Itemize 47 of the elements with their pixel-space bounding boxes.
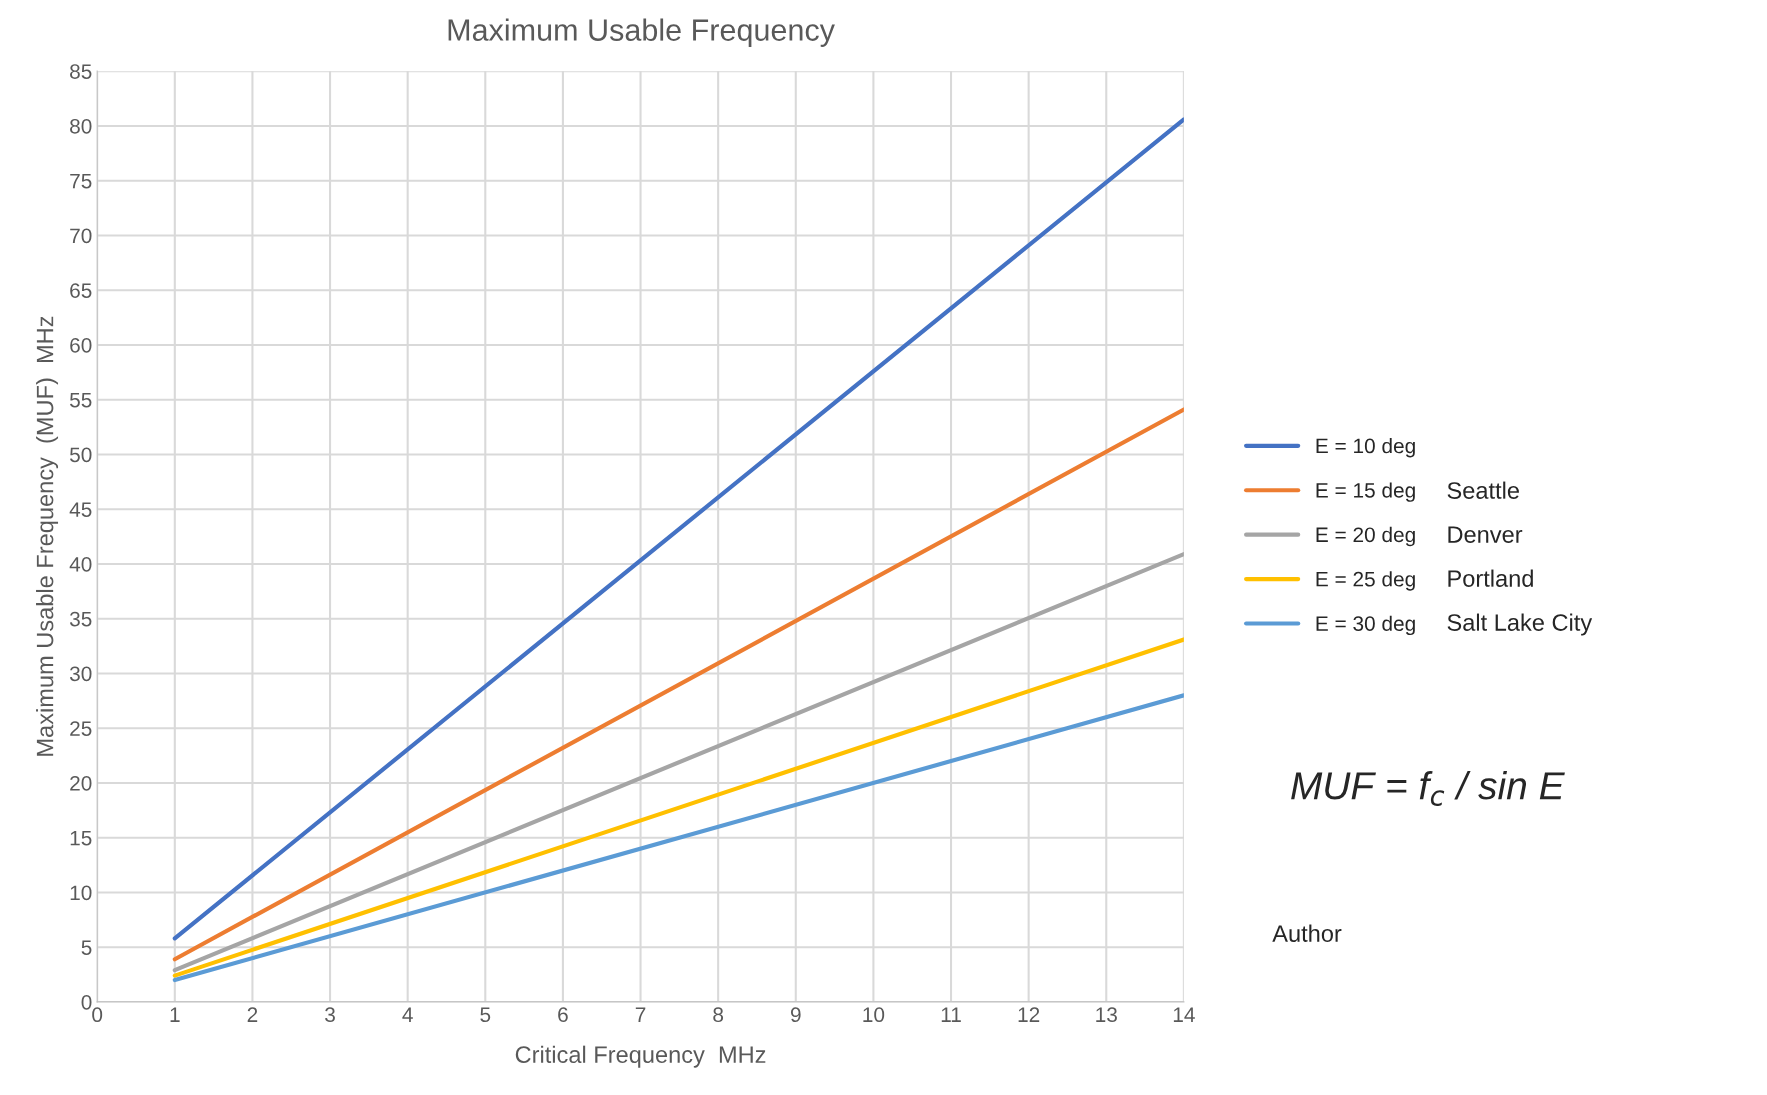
x-tick-label: 1 <box>170 1007 180 1022</box>
x-tick-label: 3 <box>325 1007 335 1023</box>
x-tick-label: 0 <box>92 1007 103 1023</box>
y-tick-label: 50 <box>69 447 92 463</box>
text: Portland <box>1448 569 1533 587</box>
x-tick-label: 5 <box>480 1007 491 1023</box>
legend-label: E = 15 deg <box>1316 482 1415 502</box>
x-tick-label: 10 <box>863 1007 885 1023</box>
y-tick-label: 65 <box>70 283 92 298</box>
chart-title: Maximum Usable Frequency <box>448 18 835 47</box>
y-tick-label: 20 <box>70 775 92 791</box>
x-tick-label: 4 <box>402 1007 413 1022</box>
y-tick-label: 75 <box>70 173 92 189</box>
x-tick-label: 9 <box>790 1007 801 1023</box>
x-tick-label: 12 <box>1018 1007 1040 1022</box>
y-tick-label: 30 <box>69 666 92 682</box>
text: MUF = f$_{c}$ / sin E <box>1291 770 1565 806</box>
y-tick-label: 45 <box>69 502 92 517</box>
y-tick-label: 35 <box>69 611 92 627</box>
y-tick-label: 15 <box>70 830 92 846</box>
y-tick-label: 40 <box>69 556 92 572</box>
text: Denver <box>1448 526 1523 543</box>
x-tick-label: 14 <box>1173 1007 1195 1022</box>
legend-label: E = 20 deg <box>1316 526 1415 547</box>
text: Seattle <box>1447 481 1519 499</box>
y-tick-label: 5 <box>81 940 92 955</box>
x-tick-label: 11 <box>941 1007 961 1022</box>
x-tick-label: 2 <box>247 1007 258 1022</box>
y-tick-label: 0 <box>81 994 92 1010</box>
x-tick-label: 6 <box>558 1007 568 1023</box>
y-tick-label: 25 <box>70 721 92 736</box>
legend-label: E = 30 deg <box>1316 615 1415 636</box>
text: Salt Lake City <box>1447 613 1593 636</box>
legend-label: E = 10 deg <box>1316 438 1415 458</box>
y-tick-label: 60 <box>70 337 92 353</box>
x-tick-label: 7 <box>635 1007 646 1022</box>
y-tick-label: 10 <box>70 885 92 901</box>
x-tick-label: 8 <box>713 1007 724 1023</box>
y-tick-label: 80 <box>70 118 92 134</box>
y-tick-label: 70 <box>70 228 92 244</box>
text: Author <box>1272 924 1342 942</box>
x-tick-label: 13 <box>1096 1007 1117 1023</box>
legend-label: E = 25 deg <box>1316 571 1415 591</box>
y-tick-label: 85 <box>70 64 92 79</box>
x-axis-title: Critical Frequency MHz <box>515 1045 766 1068</box>
y-tick-label: 55 <box>69 392 92 408</box>
y-axis-title: Maximum Usable Frequency (MUF) MHz <box>36 316 59 756</box>
